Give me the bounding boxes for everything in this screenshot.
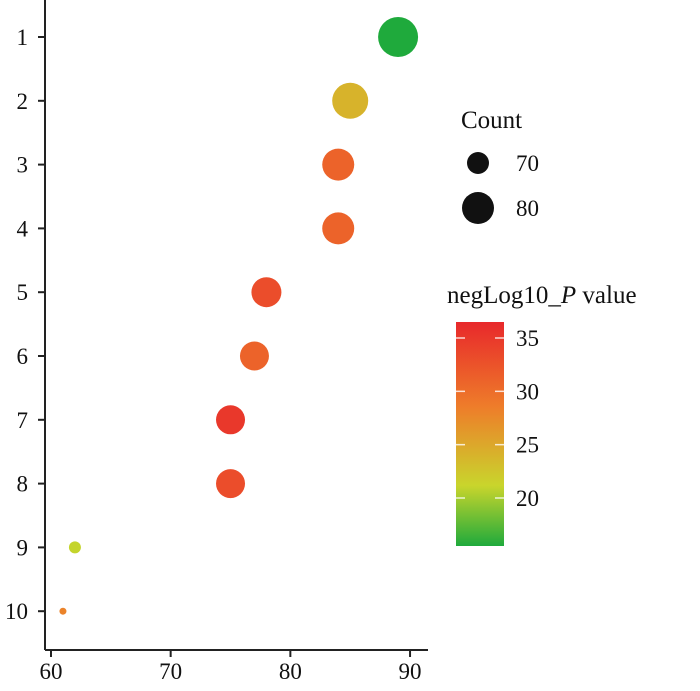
- size-legend-symbol: [467, 152, 489, 174]
- y-tick-label: 1: [17, 25, 29, 50]
- color-legend-title-suffix: value: [576, 282, 636, 309]
- x-tick-label: 80: [279, 659, 302, 684]
- y-axis-ticks: 1 2 3 4 5 6 7 8 9 10: [5, 25, 45, 624]
- color-legend-title-italic: P: [560, 282, 576, 309]
- x-tick-label: 70: [159, 659, 182, 684]
- data-points: [59, 17, 419, 615]
- data-point: [216, 469, 246, 499]
- size-legend-label: 70: [516, 151, 539, 176]
- colorbar-tick-label: 35: [516, 326, 539, 351]
- colorbar: [456, 322, 504, 546]
- y-tick-label: 2: [17, 89, 29, 114]
- y-tick-label: 5: [17, 280, 29, 305]
- data-point: [251, 277, 282, 308]
- data-point: [59, 607, 67, 615]
- data-point: [378, 17, 419, 57]
- size-legend: Count 70 80: [461, 107, 539, 224]
- x-tick-label: 90: [399, 659, 422, 684]
- y-tick-label: 7: [17, 408, 29, 433]
- y-tick-label: 4: [17, 216, 29, 241]
- size-legend-label: 80: [516, 196, 539, 221]
- data-point: [332, 82, 369, 119]
- y-tick-label: 8: [17, 472, 29, 497]
- size-legend-symbol: [462, 192, 494, 224]
- data-point: [239, 341, 269, 371]
- data-point: [322, 212, 355, 245]
- y-tick-label: 10: [5, 599, 28, 624]
- y-tick-label: 9: [17, 535, 29, 560]
- color-legend-title: negLog10_P value: [447, 282, 637, 309]
- colorbar-tick-label: 20: [516, 486, 539, 511]
- data-point: [322, 148, 355, 181]
- colorbar-tick-label: 25: [516, 433, 539, 458]
- data-point: [216, 405, 246, 435]
- x-tick-label: 60: [39, 659, 62, 684]
- color-legend-title-prefix: negLog10_: [447, 282, 561, 309]
- data-point: [68, 541, 81, 554]
- color-legend: negLog10_P value 35 30 25 20: [447, 282, 637, 546]
- x-axis-ticks: 60 70 80 90: [39, 650, 422, 684]
- colorbar-tick-label: 30: [516, 379, 539, 404]
- y-tick-label: 6: [17, 344, 29, 369]
- size-legend-title: Count: [461, 107, 522, 134]
- y-tick-label: 3: [17, 153, 29, 178]
